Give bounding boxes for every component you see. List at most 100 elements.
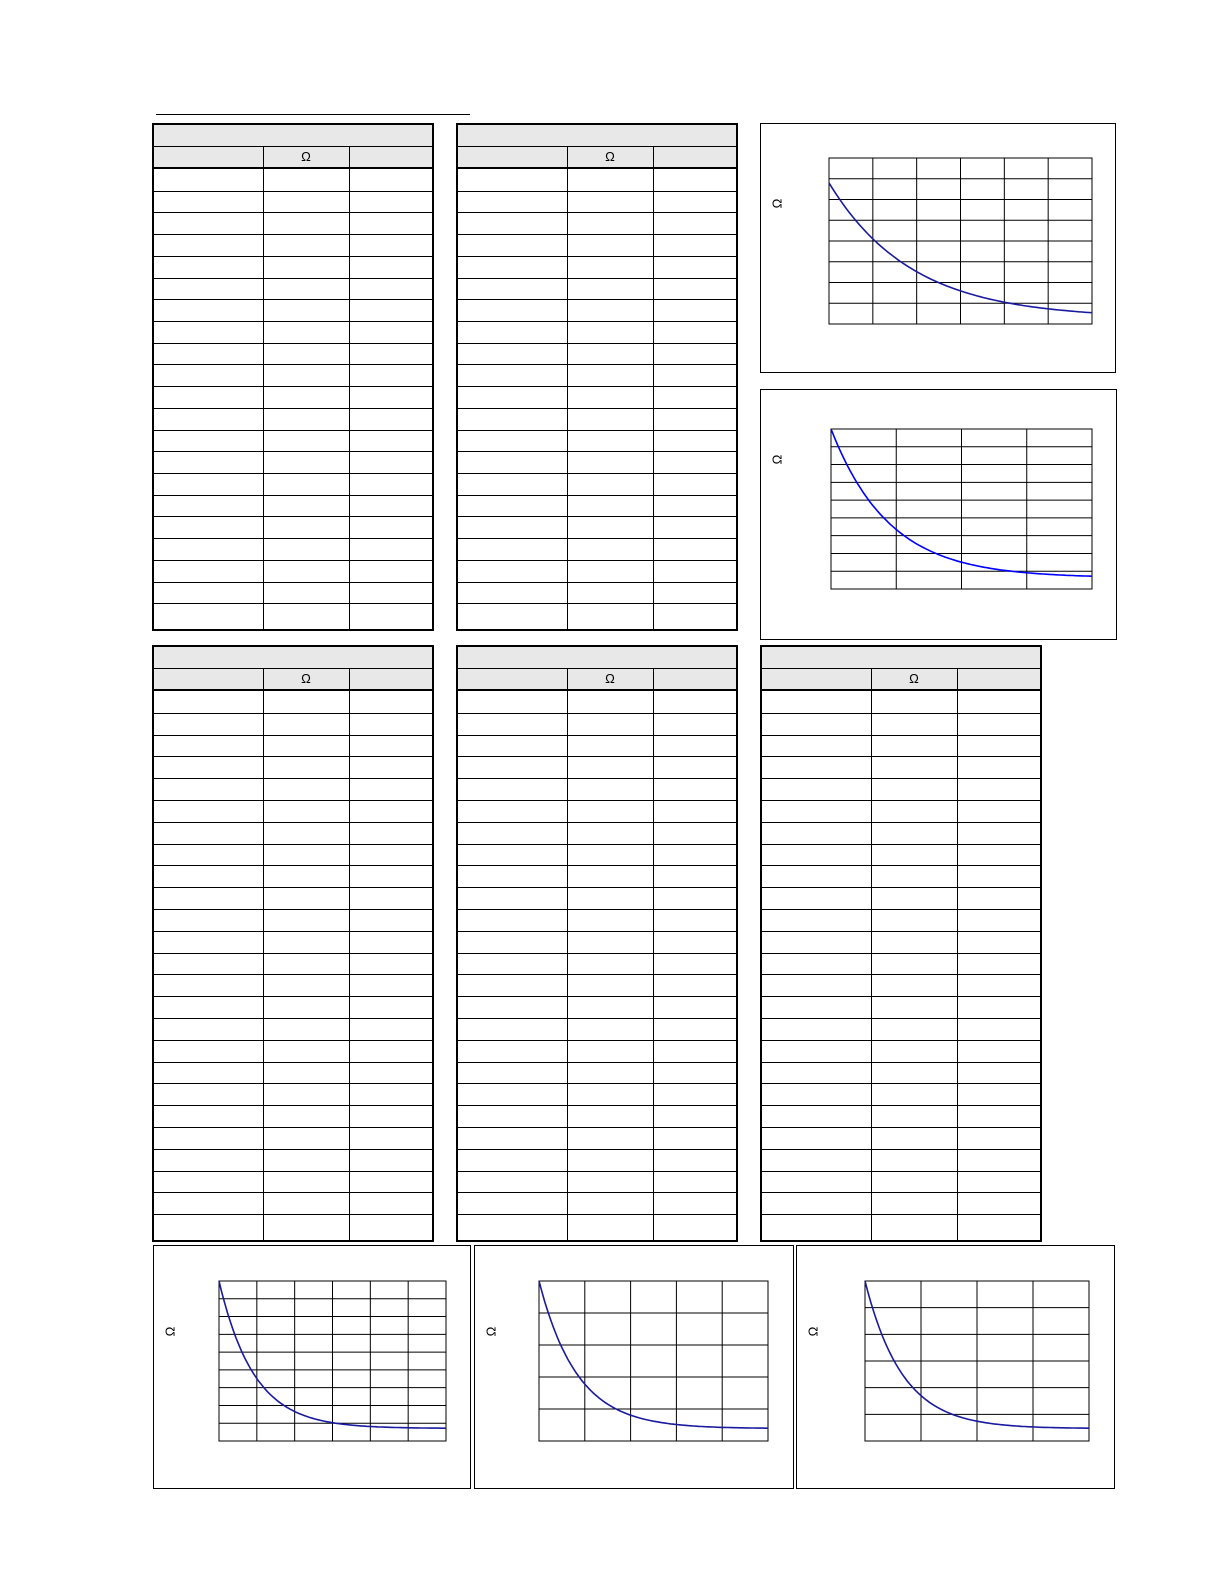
table-row-divider xyxy=(154,800,432,801)
table-row-divider xyxy=(458,603,736,605)
y-axis-label: Ω xyxy=(483,1326,499,1337)
series-line xyxy=(218,1280,446,1429)
series-line xyxy=(830,428,1093,577)
table-row-divider xyxy=(154,212,432,214)
table-row-divider xyxy=(762,1083,1040,1085)
table-row-divider xyxy=(762,909,1040,910)
series-line xyxy=(828,182,1093,314)
series-line xyxy=(538,1280,768,1429)
table-row-divider xyxy=(458,1105,736,1107)
table-column-divider xyxy=(653,669,654,1240)
table-row-divider xyxy=(154,1039,432,1041)
y-axis-label: Ω xyxy=(769,198,785,209)
table-row-divider xyxy=(458,734,736,736)
table-header-cell xyxy=(349,147,432,167)
table-row-divider xyxy=(154,1127,432,1128)
table-row-divider xyxy=(458,778,736,780)
table-row-divider xyxy=(154,516,432,518)
table-row-divider xyxy=(458,756,736,758)
plot-area xyxy=(218,1280,447,1442)
table-row-divider xyxy=(154,952,432,954)
table-row-divider xyxy=(458,234,736,236)
y-axis-label: Ω xyxy=(805,1326,821,1337)
table-header-row: Ω xyxy=(762,669,1040,691)
table-row-divider xyxy=(762,821,1040,823)
table-row-divider xyxy=(154,386,432,388)
table-row-divider xyxy=(458,909,736,910)
table-row-divider xyxy=(458,473,736,474)
table-row-divider xyxy=(154,1214,432,1216)
table-row-divider xyxy=(458,1083,736,1085)
table-row-divider xyxy=(762,1105,1040,1107)
table-row-divider xyxy=(154,996,432,998)
data-table-2: Ω xyxy=(456,123,738,631)
table-row-divider xyxy=(154,234,432,236)
table-header-row: Ω xyxy=(154,147,432,169)
table-title-row xyxy=(154,647,432,669)
table-row-divider xyxy=(154,299,432,301)
table-row-divider xyxy=(154,190,432,192)
table-row-divider xyxy=(762,1170,1040,1172)
y-axis-label: Ω xyxy=(162,1326,178,1337)
table-row-divider xyxy=(458,1127,736,1128)
table-row-divider xyxy=(458,516,736,518)
table-row-divider xyxy=(154,930,432,932)
table-header-cell xyxy=(458,147,567,167)
table-title-row xyxy=(762,647,1040,669)
table-row-divider xyxy=(762,865,1040,867)
table-row-divider xyxy=(154,559,432,561)
table-row-divider xyxy=(762,712,1040,714)
table-row-divider xyxy=(762,843,1040,845)
table-row-divider xyxy=(154,778,432,780)
table-header-row: Ω xyxy=(154,669,432,691)
table-row-divider xyxy=(458,451,736,453)
table-row-divider xyxy=(154,887,432,889)
table-row-divider xyxy=(458,494,736,496)
plot-area xyxy=(828,157,1093,325)
table-row-divider xyxy=(458,559,736,561)
table-header-cell xyxy=(653,147,736,167)
table-row-divider xyxy=(458,712,736,714)
table-row-divider xyxy=(154,756,432,758)
table-column-divider xyxy=(567,147,568,629)
table-header-cell xyxy=(653,669,736,689)
table-row-divider xyxy=(762,1192,1040,1194)
table-column-divider xyxy=(957,669,958,1240)
table-row-divider xyxy=(762,1214,1040,1216)
table-row-divider xyxy=(458,1148,736,1150)
table-row-divider xyxy=(154,1083,432,1085)
table-row-divider xyxy=(762,930,1040,932)
table-row-divider xyxy=(458,429,736,431)
plot-area xyxy=(538,1280,769,1442)
table-header-cell xyxy=(957,669,1040,689)
table-row-divider xyxy=(458,1214,736,1216)
table-column-divider xyxy=(567,669,568,1240)
table-row-divider xyxy=(154,603,432,605)
table-header-cell xyxy=(762,669,871,689)
table-row-divider xyxy=(762,800,1040,801)
table-row-divider xyxy=(154,843,432,845)
table-row-divider xyxy=(458,407,736,409)
table-header-row: Ω xyxy=(458,669,736,691)
table-header-cell xyxy=(349,669,432,689)
table-title-row xyxy=(154,125,432,147)
table-header-cell xyxy=(458,669,567,689)
table-row-divider xyxy=(762,756,1040,758)
table-row-divider xyxy=(458,1018,736,1019)
table-header-cell: Ω xyxy=(301,671,311,686)
table-row-divider xyxy=(154,1192,432,1194)
table-row-divider xyxy=(762,996,1040,998)
table-row-divider xyxy=(154,1148,432,1150)
table-row-divider xyxy=(154,1061,432,1063)
table-row-divider xyxy=(458,930,736,932)
page-title-rule xyxy=(156,114,470,115)
plot-area xyxy=(830,428,1093,590)
table-row-divider xyxy=(154,974,432,976)
table-row-divider xyxy=(154,1170,432,1172)
table-column-divider xyxy=(263,147,264,629)
table-column-divider xyxy=(263,669,264,1240)
table-row-divider xyxy=(762,1061,1040,1063)
plot-frame xyxy=(538,1280,769,1442)
data-table-4: Ω xyxy=(456,645,738,1242)
resistance-chart-5: Ω xyxy=(796,1245,1115,1489)
